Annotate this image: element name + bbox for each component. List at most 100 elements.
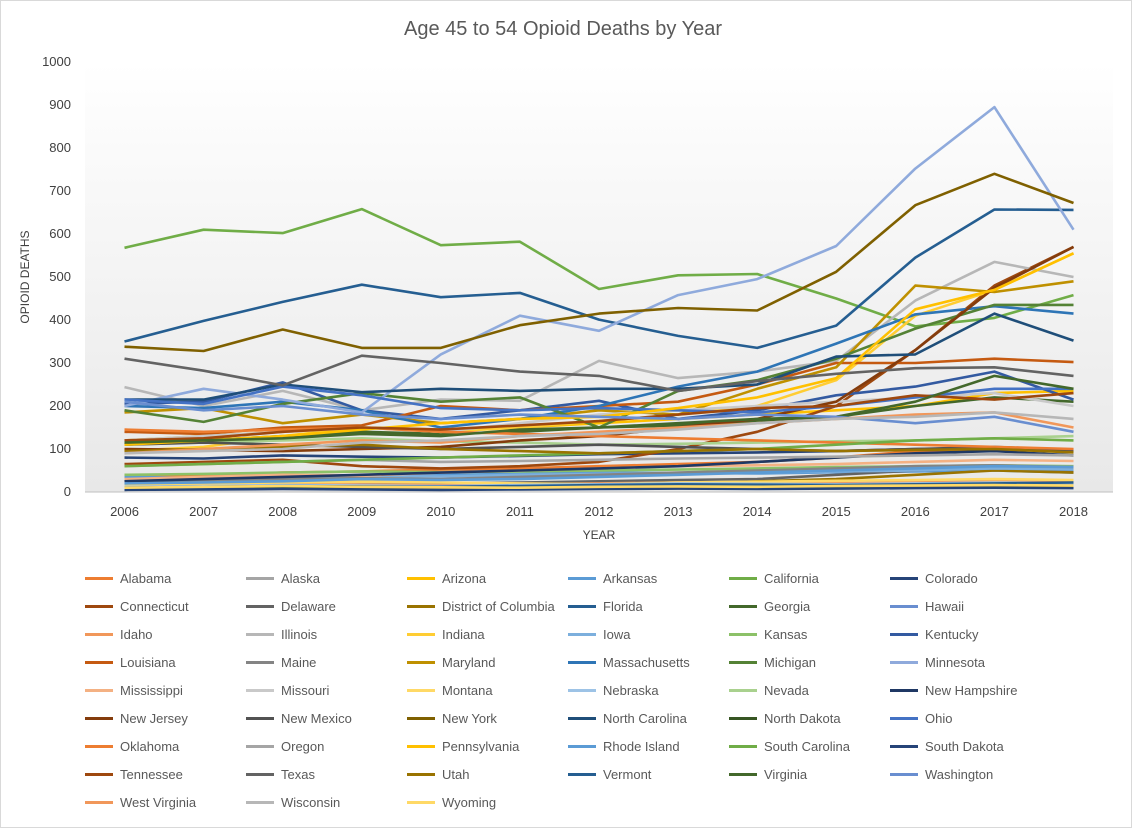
legend-swatch — [85, 576, 113, 580]
series-line-texas — [124, 354, 1074, 393]
legend-item: Delaware — [246, 595, 336, 617]
legend-item: New Hampshire — [890, 679, 1017, 701]
legend-item: Mississippi — [85, 679, 183, 701]
legend-item: Montana — [407, 679, 493, 701]
legend-label: Iowa — [603, 626, 631, 642]
y-axis-label: OPIOID DEATHS — [18, 230, 32, 323]
legend-label: Illinois — [281, 626, 318, 642]
legend-swatch — [407, 576, 435, 580]
series-line-kentucky — [124, 370, 1074, 421]
y-tick-label: 900 — [49, 97, 71, 112]
legend-item: Rhode Island — [568, 736, 680, 758]
legend-label: Idaho — [120, 626, 153, 642]
legend-label: Tennessee — [120, 767, 183, 783]
y-tick-label: 1000 — [42, 54, 71, 69]
legend-item: South Carolina — [729, 736, 850, 758]
legend-label: Wisconsin — [281, 795, 341, 811]
legend-item: Wyoming — [407, 792, 496, 814]
legend-swatch — [85, 773, 113, 777]
legend-item: South Dakota — [890, 736, 1004, 758]
x-axis-label: YEAR — [583, 528, 616, 542]
series-line-west-virginia — [124, 411, 1074, 455]
legend-item: Oregon — [246, 736, 324, 758]
legend-swatch — [729, 717, 757, 720]
legend-label: New Mexico — [281, 711, 352, 726]
legend-label: Arizona — [442, 570, 487, 586]
legend-swatch — [890, 576, 918, 580]
legend-item: Arkansas — [568, 567, 657, 589]
series-line-south-dakota — [124, 486, 1074, 492]
legend-label: Oregon — [281, 739, 325, 755]
legend-swatch — [729, 773, 757, 777]
legend-item: District of Columbia — [407, 595, 555, 617]
x-tick-label: 2010 — [426, 504, 455, 519]
x-tick-label: 2017 — [980, 504, 1009, 519]
legend-label: Indiana — [442, 626, 485, 642]
y-tick-label: 200 — [49, 398, 71, 413]
legend-swatch — [890, 773, 918, 777]
legend-swatch — [246, 801, 274, 805]
legend-item: Oklahoma — [85, 736, 179, 758]
legend-item: New York — [407, 708, 497, 730]
legend-item: Alaska — [246, 567, 320, 589]
legend-item: Louisiana — [85, 651, 176, 673]
legend-swatch — [85, 801, 113, 805]
legend-swatch — [246, 576, 274, 580]
legend-item: Minnesota — [890, 651, 985, 673]
legend-label: Alaska — [281, 570, 321, 586]
legend-label: North Carolina — [603, 711, 687, 726]
legend-label: Virginia — [764, 767, 808, 783]
legend-swatch — [890, 717, 918, 720]
legend-item: Massachusetts — [568, 651, 690, 673]
series-line-rhode-island — [124, 464, 1074, 485]
legend-item: Florida — [568, 595, 643, 617]
y-tick-label: 100 — [49, 441, 71, 456]
series-line-wyoming — [124, 483, 1074, 490]
legend-item: California — [729, 567, 819, 589]
legend-swatch — [568, 604, 596, 608]
legend-label: Louisiana — [120, 654, 176, 670]
legend-item: Kansas — [729, 623, 807, 645]
legend-label: Kansas — [764, 626, 808, 642]
legend-swatch — [246, 688, 274, 692]
x-tick-label: 2016 — [901, 504, 930, 519]
series-line-maryland — [124, 280, 1074, 425]
series-line-utah — [124, 443, 1074, 455]
legend-item: Tennessee — [85, 764, 183, 786]
legend-item: Washington — [890, 764, 993, 786]
legend-label: Georgia — [764, 598, 811, 614]
legend-label: Wyoming — [442, 795, 497, 811]
series-line-massachusetts — [124, 304, 1074, 429]
series-line-oklahoma — [124, 426, 1074, 451]
legend-swatch — [568, 688, 596, 692]
legend-swatch — [568, 717, 596, 720]
x-tick-label: 2015 — [822, 504, 851, 519]
legend-label: Vermont — [603, 767, 652, 783]
legend-label: Hawaii — [925, 598, 965, 614]
legend-swatch — [568, 576, 596, 580]
legend-item: Kentucky — [890, 623, 978, 645]
legend-swatch — [407, 632, 435, 636]
legend-item: Virginia — [729, 764, 807, 786]
x-tick-label: 2006 — [110, 504, 139, 519]
legend-label: Kentucky — [925, 626, 979, 642]
series-line-new-hampshire — [124, 449, 1074, 483]
legend-item: Illinois — [246, 623, 317, 645]
legend-label: New York — [442, 711, 497, 726]
x-tick-label: 2011 — [506, 504, 534, 519]
legend-item: North Carolina — [568, 708, 687, 730]
legend-swatch — [407, 688, 435, 692]
y-tick-label: 0 — [64, 484, 71, 499]
series-line-minnesota — [124, 105, 1075, 414]
legend-label: Minnesota — [925, 654, 985, 670]
legend-label: North Dakota — [764, 711, 841, 726]
legend-swatch — [85, 688, 113, 692]
legend-label: Connecticut — [120, 598, 189, 614]
legend-swatch — [568, 660, 596, 664]
legend-label: Missouri — [281, 682, 330, 698]
legend-swatch — [246, 717, 274, 720]
legend-swatch — [85, 604, 113, 608]
series-lines — [124, 105, 1075, 492]
y-tick-label: 400 — [49, 312, 71, 327]
legend-swatch — [85, 745, 113, 749]
